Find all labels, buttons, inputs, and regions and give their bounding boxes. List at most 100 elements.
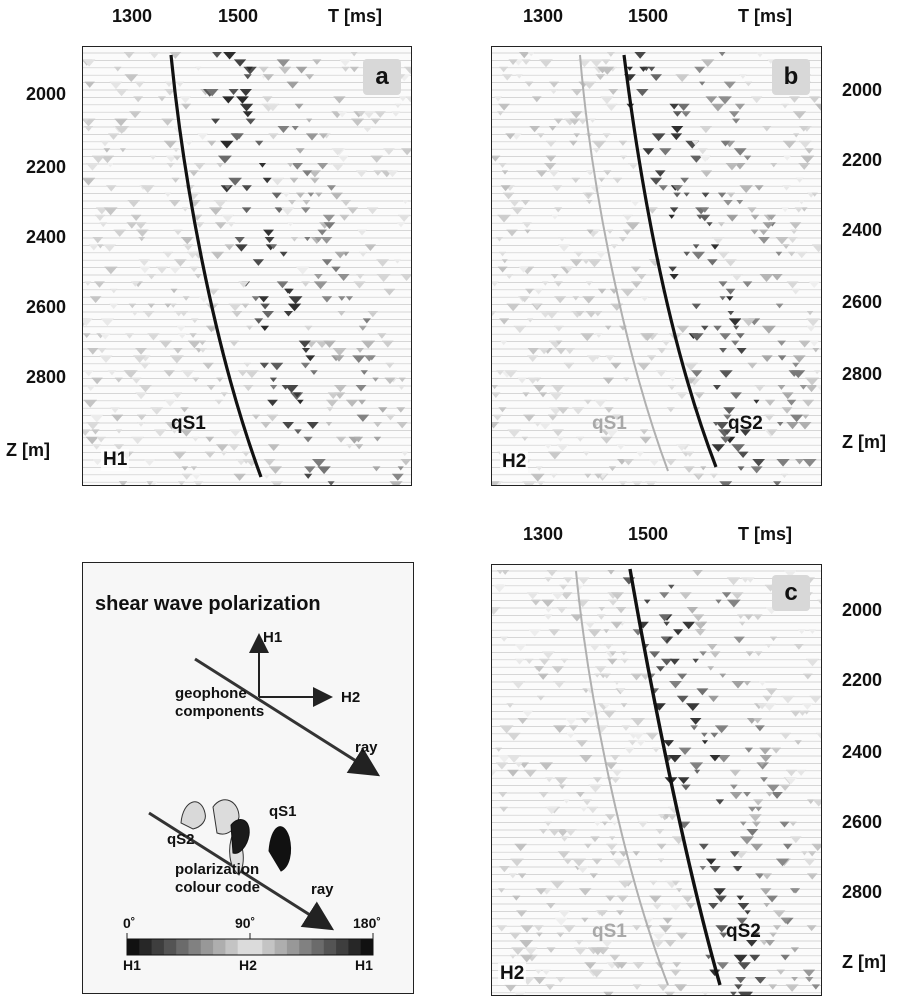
wavelet-mark xyxy=(754,725,765,732)
panel-b-x-tick-1300: 1300 xyxy=(523,6,564,26)
wavelet-mark xyxy=(620,651,627,656)
legend-ray-label-lower: ray xyxy=(311,881,334,898)
wavelet-mark xyxy=(686,607,698,614)
wavelet-mark xyxy=(182,296,190,301)
wavelet-mark xyxy=(771,747,782,754)
wavelet-mark xyxy=(571,89,583,96)
wavelet-mark xyxy=(114,118,128,127)
wavelet-mark xyxy=(339,214,350,221)
wavelet-mark xyxy=(747,362,758,369)
wavelet-mark xyxy=(391,111,401,117)
wavelet-mark xyxy=(189,266,199,273)
wavelet-mark xyxy=(658,814,665,819)
wavelet-mark xyxy=(647,355,657,361)
wavelet-mark xyxy=(736,200,744,205)
wavelet-mark xyxy=(701,732,708,738)
wavelet-mark xyxy=(651,133,666,142)
wavelet-mark xyxy=(676,444,688,451)
wavelet-mark xyxy=(779,784,791,791)
wavelet-mark xyxy=(781,207,789,213)
wavelet-mark xyxy=(202,362,214,370)
wavelet-mark xyxy=(129,111,142,119)
wavelet-mark xyxy=(617,688,626,694)
wavelet-mark xyxy=(548,451,562,460)
wavelet-mark xyxy=(791,888,801,894)
wavelet-mark xyxy=(629,200,641,207)
wavelet-mark xyxy=(719,296,726,301)
wavelet-mark xyxy=(773,925,782,931)
wavelet-mark xyxy=(267,399,278,407)
panel-b-seismogram xyxy=(492,52,821,485)
wavelet-mark xyxy=(355,170,368,178)
wavelet-mark xyxy=(710,732,719,738)
wavelet-mark xyxy=(262,177,272,184)
wavelet-mark xyxy=(170,288,178,294)
wavelet-mark xyxy=(492,281,499,287)
wavelet-mark xyxy=(711,237,725,245)
wavelet-mark xyxy=(389,481,403,485)
wavelet-mark xyxy=(114,126,129,134)
wavelet-mark xyxy=(209,207,223,216)
wavelet-mark xyxy=(300,362,310,369)
wavelet-mark xyxy=(742,281,753,288)
wavelet-mark xyxy=(99,222,108,228)
legend-scale-h1-left: H1 xyxy=(123,957,141,973)
wavelet-mark xyxy=(677,103,690,111)
wavelet-mark xyxy=(563,577,573,584)
wavelet-mark xyxy=(594,666,607,673)
wavelet-mark xyxy=(605,325,612,330)
wavelet-mark xyxy=(705,96,718,104)
colour-scale-segment xyxy=(250,939,263,955)
wavelet-mark xyxy=(592,422,601,427)
wavelet-mark xyxy=(620,288,635,297)
wavelet-mark xyxy=(521,200,530,206)
wavelet-mark xyxy=(699,126,713,134)
wavelet-mark xyxy=(260,325,270,332)
wavelet-mark xyxy=(85,436,99,445)
wavelet-mark xyxy=(251,296,260,302)
wavelet-mark xyxy=(760,888,772,895)
wavelet-mark xyxy=(99,333,111,340)
wavelet-mark xyxy=(806,873,818,880)
wavelet-mark xyxy=(124,74,139,83)
wavelet-mark xyxy=(537,133,545,139)
wavelet-mark xyxy=(649,651,661,658)
wavelet-mark xyxy=(796,251,808,259)
wavelet-mark xyxy=(725,288,736,295)
wavelet-mark xyxy=(794,644,804,650)
wavelet-mark xyxy=(658,614,671,622)
wavelet-mark xyxy=(298,340,311,348)
wavelet-mark xyxy=(181,473,192,480)
wavelet-mark xyxy=(584,962,597,970)
wavelet-mark xyxy=(769,932,777,938)
wavelet-mark xyxy=(142,311,155,318)
wavelet-mark xyxy=(616,444,626,450)
wavelet-mark xyxy=(537,673,549,680)
wavelet-mark xyxy=(546,570,558,577)
wavelet-mark xyxy=(556,829,570,837)
wavelet-mark xyxy=(164,399,177,407)
wavelet-mark xyxy=(216,377,224,383)
wavelet-mark xyxy=(522,222,532,228)
panel-b-y-tick-2000: 2000 xyxy=(842,80,883,100)
wavelet-mark xyxy=(524,769,537,778)
wavelet-mark xyxy=(108,133,120,140)
wavelet-mark xyxy=(220,392,228,397)
wavelet-mark xyxy=(592,140,606,149)
wavelet-mark xyxy=(192,377,200,383)
wavelet-mark xyxy=(373,422,382,428)
wavelet-mark xyxy=(239,103,254,112)
wavelet-mark xyxy=(750,96,763,104)
wavelet-mark xyxy=(807,799,815,805)
wavelet-mark xyxy=(790,229,798,235)
wavelet-mark xyxy=(745,577,755,583)
panel-b-y-unit: Z [m] xyxy=(842,432,886,452)
wavelet-mark xyxy=(728,577,739,584)
wavelet-mark xyxy=(802,414,810,420)
wavelet-mark xyxy=(519,296,530,303)
wavelet-mark xyxy=(356,111,366,117)
wavelet-mark xyxy=(522,392,530,397)
wavelet-mark xyxy=(788,251,796,257)
wavelet-mark xyxy=(628,740,637,746)
wavelet-mark xyxy=(755,873,765,879)
